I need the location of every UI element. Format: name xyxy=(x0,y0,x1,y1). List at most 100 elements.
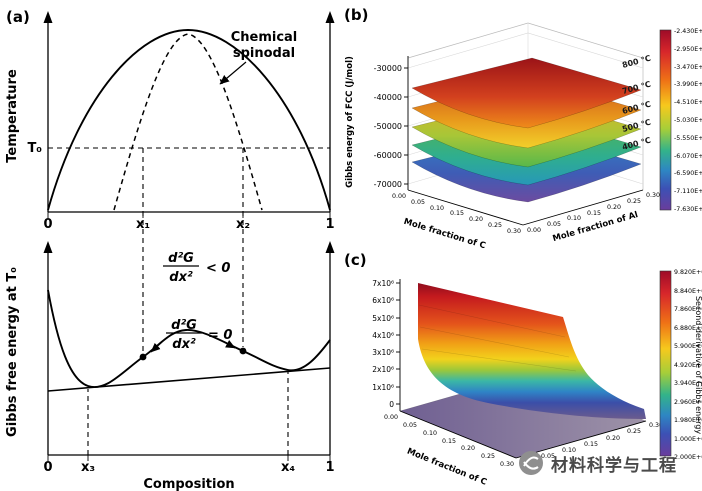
c-tick: 0.30 xyxy=(500,461,514,468)
cb-tick: -5.030E+4 xyxy=(674,117,702,124)
fraction-denominator: dx² xyxy=(169,270,193,285)
cb-tick: 5.900E+06 xyxy=(674,343,702,350)
cb-tick: -6.070E+4 xyxy=(674,153,702,160)
y-axis-arrow xyxy=(43,11,53,23)
binodal-curve xyxy=(47,29,331,211)
panel-c: (c) 7x10⁶ 6x10⁶ 5x10⁶ 4x10⁶ 3x10⁶ 2x10⁶ … xyxy=(344,251,702,488)
colorbar xyxy=(659,29,672,211)
logo-circle xyxy=(519,451,543,475)
z-tick: 3x10⁶ xyxy=(372,348,394,357)
al-tick: 0.25 xyxy=(627,198,641,205)
cb-tick: 1.980E+06 xyxy=(674,417,702,424)
z-tick: 7x10⁶ xyxy=(372,279,394,288)
cb-tick: -2.950E+4 xyxy=(674,46,702,53)
panel-a-label: (a) xyxy=(6,8,30,26)
tick-x3: x₃ xyxy=(81,460,95,475)
spinodal-curve xyxy=(113,33,263,211)
colorbar-tick-labels: -2.430E+4 -2.950E+4 -3.470E+4 -3.990E+4 … xyxy=(674,28,702,213)
c-tick: 0.20 xyxy=(469,216,483,223)
arrow-to-right-dot xyxy=(223,340,236,349)
y-tick: 0.10 xyxy=(562,447,576,454)
chemical-spinodal-annotation-line2: spinodal xyxy=(233,46,295,61)
watermark-text: 材料科学与工程 xyxy=(551,455,677,476)
panel-b: (b) -30000 -40000 -50000 -60000 xyxy=(344,6,702,251)
cb-tick: -2.430E+4 xyxy=(674,28,702,35)
gibbs-axis-label: Gibbs free energy at T₀ xyxy=(5,267,20,437)
label-500C: 500 °C xyxy=(621,118,652,134)
z-axis-label: Gibbs energy of FCC (J/mol) xyxy=(345,56,355,188)
z-tick: 6x10⁶ xyxy=(372,296,394,305)
z-tick: 5x10⁶ xyxy=(372,314,394,323)
bottom-x-tick-labels: 0 x₃ x₄ 1 xyxy=(43,460,334,475)
tick-1: 1 xyxy=(325,460,334,475)
y-tick: 0.30 xyxy=(649,422,663,429)
x-tick-marks xyxy=(47,455,331,461)
c-tick: 0.00 xyxy=(384,414,398,421)
c-tick: 0.25 xyxy=(488,222,502,229)
cb-tick: -3.470E+4 xyxy=(674,64,702,71)
colorbar-tick-labels: 9.820E+06 8.840E+06 7.860E+06 6.880E+06 … xyxy=(674,269,702,461)
temperature-axis-label: Temperature xyxy=(5,69,20,163)
surface-800C xyxy=(411,57,642,129)
temperature-labels: 800 °C 700 °C 600 °C 500 °C 400 °C xyxy=(621,54,652,152)
right-tick-labels: 0.05 0.10 0.15 0.20 0.25 0.30 xyxy=(541,422,663,460)
colorbar xyxy=(659,270,672,457)
cb-tick: 1.000E+06 xyxy=(674,436,702,443)
watermark: 材料科学与工程 xyxy=(518,450,677,476)
z-tick: -50000 xyxy=(374,122,402,131)
al-tick: 0.00 xyxy=(527,227,541,234)
z-tick: 0 xyxy=(389,400,394,409)
tick-x4: x₄ xyxy=(281,460,295,475)
z-tick: 2x10⁶ xyxy=(372,365,394,374)
c-tick: 0.05 xyxy=(411,199,425,206)
cb-tick: -3.990E+4 xyxy=(674,81,702,88)
composition-axis-label: Composition xyxy=(143,477,234,491)
cb-tick: -6.590E+4 xyxy=(674,170,702,177)
x-tick-marks xyxy=(47,212,331,218)
t0-label: T₀ xyxy=(27,141,42,156)
panel-b-label: (b) xyxy=(344,6,368,24)
c-tick: 0.15 xyxy=(450,210,464,217)
tick-1: 1 xyxy=(325,217,334,232)
cb-tick: -5.550E+4 xyxy=(674,135,702,142)
tick-0: 0 xyxy=(43,460,52,475)
gibbs-energy-plot: d²G dx² < 0 d²G dx² = 0 Gibbs free energ… xyxy=(5,241,335,491)
watermark-logo-icon xyxy=(519,451,543,475)
c-tick: 0.30 xyxy=(507,228,521,235)
right-axis-arrow xyxy=(325,11,335,23)
spinodal-annotation-arrow xyxy=(219,61,247,85)
c-tick: 0.15 xyxy=(442,438,456,445)
cb-tick: 6.880E+06 xyxy=(674,325,702,332)
c-axis-label: Mole fraction of C xyxy=(405,447,488,488)
al-tick-labels: 0.00 0.05 0.10 0.15 0.20 0.25 0.30 xyxy=(527,192,660,234)
label-700C: 700 °C xyxy=(621,80,652,96)
gibbs-energy-curve xyxy=(47,289,331,389)
relation: < 0 xyxy=(206,261,230,276)
c-tick-labels: 0.00 0.05 0.10 0.15 0.20 0.25 0.30 xyxy=(384,414,514,468)
label-600C: 600 °C xyxy=(621,100,652,116)
second-derivative-negative-annotation: d²G dx² < 0 xyxy=(163,251,230,285)
c-tick: 0.20 xyxy=(461,445,475,452)
z-tick: 4x10⁶ xyxy=(372,331,394,340)
y-tick: 0.05 xyxy=(541,453,555,460)
arrow-to-left-dot xyxy=(150,341,163,353)
temperature-plot: T₀ Temperature Chemical spinodal 0 x₁ x₂… xyxy=(5,11,335,232)
relation: = 0 xyxy=(208,328,232,343)
wall-mesh-lines xyxy=(418,304,577,372)
al-tick: 0.10 xyxy=(567,215,581,222)
cb-tick: -7.630E+4 xyxy=(674,206,702,213)
cb-tick: -7.110E+4 xyxy=(674,188,702,195)
right-axis-arrow xyxy=(325,241,335,253)
top-x-tick-labels: 0 x₁ x₂ 1 xyxy=(43,217,334,232)
cb-tick: -4.510E+4 xyxy=(674,99,702,106)
z-tick: 1x10⁶ xyxy=(372,383,394,392)
inflection-dot-left xyxy=(139,353,147,361)
fraction-numerator: d²G xyxy=(168,251,194,266)
z-tick-labels: 7x10⁶ 6x10⁶ 5x10⁶ 4x10⁶ 3x10⁶ 2x10⁶ 1x10… xyxy=(372,279,400,409)
al-tick: 0.15 xyxy=(587,210,601,217)
z-tick: -30000 xyxy=(374,64,402,73)
c-axis xyxy=(399,410,517,459)
al-tick: 0.30 xyxy=(646,192,660,199)
cb-tick: 2.960E+06 xyxy=(674,399,702,406)
